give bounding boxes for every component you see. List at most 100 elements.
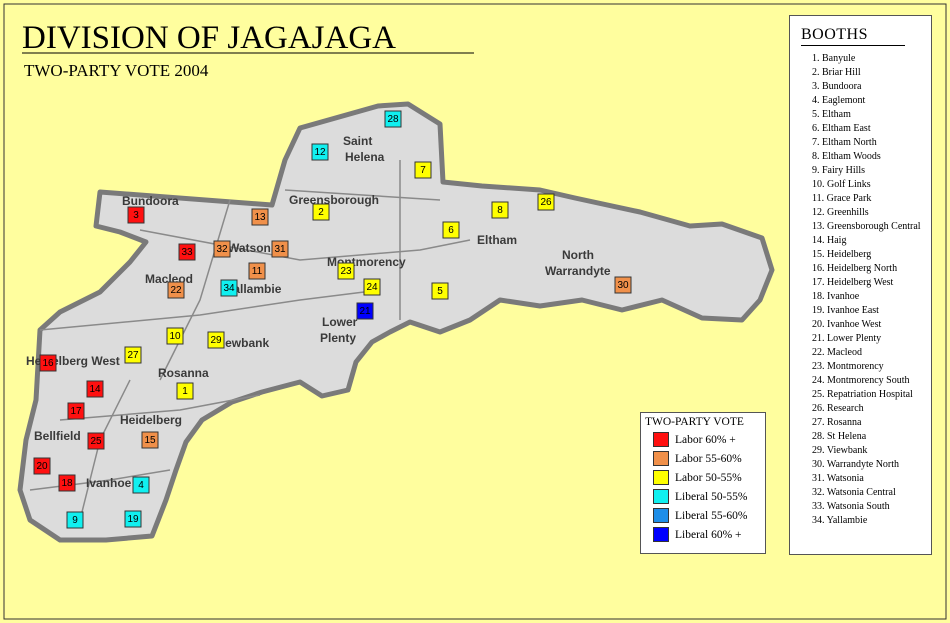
booth-number: 19 bbox=[127, 514, 139, 525]
booth-entry: 23. Montmorency bbox=[812, 361, 884, 372]
booth-marker bbox=[213, 240, 231, 258]
booth-number: 30 bbox=[617, 280, 629, 291]
booth-marker bbox=[58, 474, 76, 492]
booth-entry: 30. Warrandyte North bbox=[812, 459, 900, 470]
suburb-label: Plenty bbox=[320, 331, 356, 345]
legend-label: Liberal 50-55% bbox=[675, 490, 748, 503]
legend-items: Labor 60% + Labor 55-60% Labor 50-55% Liber… bbox=[641, 432, 765, 542]
booth-entry: 28. St Helena bbox=[812, 431, 867, 442]
booth-number: 13 bbox=[254, 212, 266, 223]
booth-number: 8 bbox=[497, 205, 503, 216]
booth-marker bbox=[356, 302, 374, 320]
booth-marker bbox=[363, 278, 381, 296]
booth-marker bbox=[414, 161, 432, 179]
booth-marker bbox=[442, 221, 460, 239]
booth-entry: 24. Montmorency South bbox=[812, 375, 910, 386]
booth-marker bbox=[220, 279, 238, 297]
booth-entry: 31. Watsonia bbox=[812, 473, 864, 484]
booth-entry: 8. Eltham Woods bbox=[812, 151, 881, 162]
suburb-label: Saint bbox=[343, 134, 372, 148]
booth-number: 21 bbox=[359, 306, 371, 317]
booth-number: 14 bbox=[89, 384, 101, 395]
booth-marker bbox=[312, 203, 330, 221]
booth-entry: 33. Watsonia South bbox=[812, 501, 890, 512]
electorate bbox=[17, 101, 775, 543]
suburb-label: Heidelberg bbox=[120, 413, 182, 427]
booth-marker bbox=[127, 206, 145, 224]
legend-item: Liberal 50-55% bbox=[653, 489, 765, 504]
booth-number: 18 bbox=[61, 478, 73, 489]
booth-entry: 13. Greensborough Central bbox=[812, 221, 921, 232]
booth-marker bbox=[67, 402, 85, 420]
booth-entry: 17. Heidelberg West bbox=[812, 277, 894, 288]
booth-marker bbox=[87, 432, 105, 450]
booth-entry: 34. Yallambie bbox=[812, 515, 868, 526]
booth-marker bbox=[248, 262, 266, 280]
booth-marker bbox=[431, 282, 449, 300]
booth-number: 9 bbox=[72, 515, 78, 526]
booth-number: 20 bbox=[36, 461, 48, 472]
booth-number: 6 bbox=[448, 225, 454, 236]
legend-label: Labor 50-55% bbox=[675, 471, 742, 484]
suburb-label: Lower bbox=[322, 315, 358, 329]
suburb-label: Viewbank bbox=[214, 336, 269, 350]
booth-marker bbox=[537, 193, 555, 211]
booth-number: 10 bbox=[169, 331, 181, 342]
booth-entry: 21. Lower Plenty bbox=[812, 333, 882, 344]
booth-marker bbox=[86, 380, 104, 398]
booth-entry: 19. Ivanhoe East bbox=[812, 305, 879, 316]
booth-entry: 3. Bundoora bbox=[812, 81, 862, 92]
legend-item: Liberal 55-60% bbox=[653, 508, 765, 523]
suburb-label: Ivanhoe bbox=[86, 476, 132, 490]
booth-number: 1 bbox=[182, 386, 188, 397]
suburb-label: Watsonia bbox=[228, 241, 281, 255]
suburb-label: Yallambie bbox=[226, 282, 282, 296]
booth-entry: 32. Watsonia Central bbox=[812, 487, 896, 498]
booth-number: 7 bbox=[420, 165, 426, 176]
booth-number: 33 bbox=[181, 247, 193, 258]
booth-entry: 10. Golf Links bbox=[812, 179, 871, 190]
booth-marker bbox=[124, 510, 142, 528]
legend-item: Liberal 60% + bbox=[653, 527, 765, 542]
legend-title: TWO-PARTY VOTE bbox=[645, 416, 744, 428]
booth-number: 27 bbox=[127, 350, 139, 361]
booth-entry: 14. Haig bbox=[812, 235, 847, 246]
booth-entry: 29. Viewbank bbox=[812, 445, 868, 456]
booth-entry: 9. Fairy Hills bbox=[812, 165, 866, 176]
booth-number: 3 bbox=[133, 210, 139, 221]
booth-marker bbox=[207, 331, 225, 349]
booths-panel: BOOTHS 1. Banyule 2. Briar Hill 3. Bundoor… bbox=[789, 15, 932, 555]
booth-entry: 4. Eaglemont bbox=[812, 95, 866, 106]
legend: TWO-PARTY VOTE Labor 60% + Labor 55-60% La… bbox=[640, 412, 766, 554]
booth-entry: 1. Banyule bbox=[812, 53, 856, 64]
booth-marker bbox=[337, 262, 355, 280]
booth-number: 17 bbox=[70, 406, 82, 417]
subtitle: TWO-PARTY VOTE 2004 bbox=[24, 61, 209, 80]
title: DIVISION OF JAGAJAGA bbox=[22, 20, 396, 56]
booth-marker bbox=[66, 511, 84, 529]
booth-marker bbox=[141, 431, 159, 449]
booth-marker bbox=[124, 346, 142, 364]
booth-entry: 6. Eltham East bbox=[812, 123, 871, 134]
booth-marker bbox=[39, 354, 57, 372]
legend-swatch bbox=[653, 451, 669, 466]
booth-marker bbox=[384, 110, 402, 128]
legend-item: Labor 60% + bbox=[653, 432, 765, 447]
booth-marker bbox=[311, 143, 329, 161]
booth-number: 15 bbox=[144, 435, 156, 446]
booth-marker bbox=[166, 327, 184, 345]
booth-entry: 11. Grace Park bbox=[812, 193, 872, 204]
legend-label: Liberal 60% + bbox=[675, 528, 742, 541]
booth-marker bbox=[271, 240, 289, 258]
booth-marker bbox=[167, 281, 185, 299]
suburb-label: Bundoora bbox=[122, 194, 179, 208]
booth-number: 22 bbox=[170, 285, 182, 296]
booth-number: 29 bbox=[210, 335, 222, 346]
booth-number: 12 bbox=[314, 147, 326, 158]
suburb-label: North bbox=[562, 248, 594, 262]
booth-entry: 20. Ivanhoe West bbox=[812, 319, 882, 330]
legend-swatch bbox=[653, 527, 669, 542]
